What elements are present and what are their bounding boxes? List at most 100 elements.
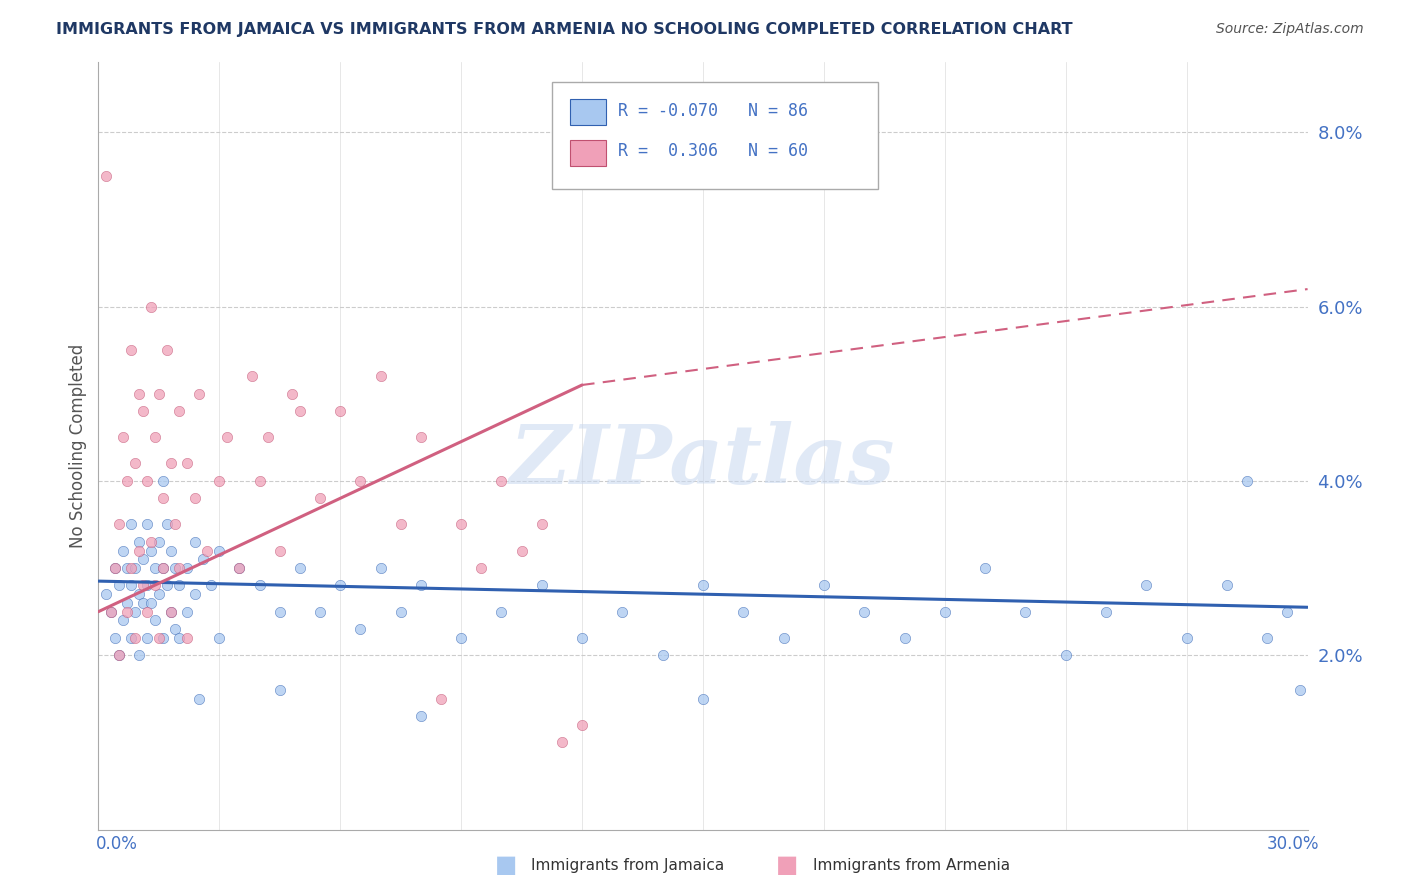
Point	[530, 517, 553, 532]
Point	[1095, 605, 1118, 619]
Point	[184, 491, 207, 506]
Point	[148, 534, 170, 549]
Point	[1236, 474, 1258, 488]
Point	[135, 605, 157, 619]
Point	[124, 631, 146, 645]
Point	[1014, 605, 1036, 619]
Point	[160, 457, 183, 471]
Point	[329, 404, 352, 418]
Point	[120, 578, 142, 592]
Point	[139, 543, 162, 558]
Text: 30.0%: 30.0%	[1267, 835, 1319, 853]
Point	[120, 517, 142, 532]
Point	[409, 430, 432, 444]
Point	[1288, 683, 1310, 698]
Point	[128, 534, 150, 549]
Point	[143, 613, 166, 627]
Point	[249, 578, 271, 592]
Point	[139, 534, 162, 549]
Point	[228, 561, 250, 575]
Point	[450, 631, 472, 645]
Point	[152, 561, 174, 575]
Point	[188, 691, 211, 706]
Point	[184, 534, 207, 549]
Point	[120, 631, 142, 645]
Point	[160, 605, 183, 619]
Point	[103, 561, 125, 575]
Point	[152, 561, 174, 575]
Text: Immigrants from Jamaica: Immigrants from Jamaica	[531, 858, 724, 872]
Point	[156, 517, 179, 532]
Point	[143, 430, 166, 444]
Point	[208, 474, 231, 488]
Text: ZIPatlas: ZIPatlas	[510, 421, 896, 501]
Point	[288, 561, 311, 575]
Point	[200, 578, 222, 592]
Point	[107, 517, 129, 532]
Point	[124, 457, 146, 471]
Point	[571, 631, 593, 645]
Point	[135, 631, 157, 645]
Point	[409, 578, 432, 592]
Point	[240, 369, 263, 384]
Point	[269, 683, 291, 698]
Text: R = -0.070   N = 86: R = -0.070 N = 86	[619, 102, 808, 120]
Point	[163, 561, 186, 575]
Point	[470, 561, 492, 575]
Point	[148, 386, 170, 401]
Point	[249, 474, 271, 488]
Point	[651, 648, 673, 663]
FancyBboxPatch shape	[551, 81, 879, 189]
Text: Immigrants from Armenia: Immigrants from Armenia	[813, 858, 1010, 872]
Point	[115, 596, 138, 610]
Point	[107, 648, 129, 663]
Point	[107, 648, 129, 663]
Point	[692, 578, 714, 592]
Point	[772, 631, 794, 645]
Point	[530, 578, 553, 592]
Point	[228, 561, 250, 575]
Point	[152, 474, 174, 488]
Point	[176, 631, 198, 645]
Text: ■: ■	[776, 854, 799, 877]
Point	[167, 404, 190, 418]
Point	[281, 386, 304, 401]
Point	[430, 691, 453, 706]
Point	[152, 491, 174, 506]
Point	[195, 543, 218, 558]
Point	[409, 709, 432, 723]
Point	[208, 543, 231, 558]
Point	[135, 578, 157, 592]
Point	[111, 430, 134, 444]
Point	[389, 605, 412, 619]
Point	[120, 343, 142, 357]
Point	[571, 718, 593, 732]
Point	[349, 622, 371, 636]
Point	[269, 543, 291, 558]
Point	[692, 691, 714, 706]
Point	[612, 605, 634, 619]
Point	[132, 404, 155, 418]
Point	[370, 561, 392, 575]
Point	[389, 517, 412, 532]
Point	[256, 430, 278, 444]
Point	[156, 343, 179, 357]
Point	[184, 587, 207, 601]
Point	[167, 578, 190, 592]
Point	[100, 605, 122, 619]
Point	[124, 605, 146, 619]
Bar	[569, 99, 606, 126]
Point	[103, 561, 125, 575]
Point	[100, 605, 122, 619]
Point	[329, 578, 352, 592]
Point	[813, 578, 835, 592]
Point	[96, 169, 118, 183]
Point	[96, 587, 118, 601]
Point	[450, 517, 472, 532]
Point	[120, 561, 142, 575]
Point	[167, 631, 190, 645]
Point	[309, 605, 332, 619]
Point	[115, 474, 138, 488]
Point	[853, 605, 876, 619]
Point	[167, 561, 190, 575]
